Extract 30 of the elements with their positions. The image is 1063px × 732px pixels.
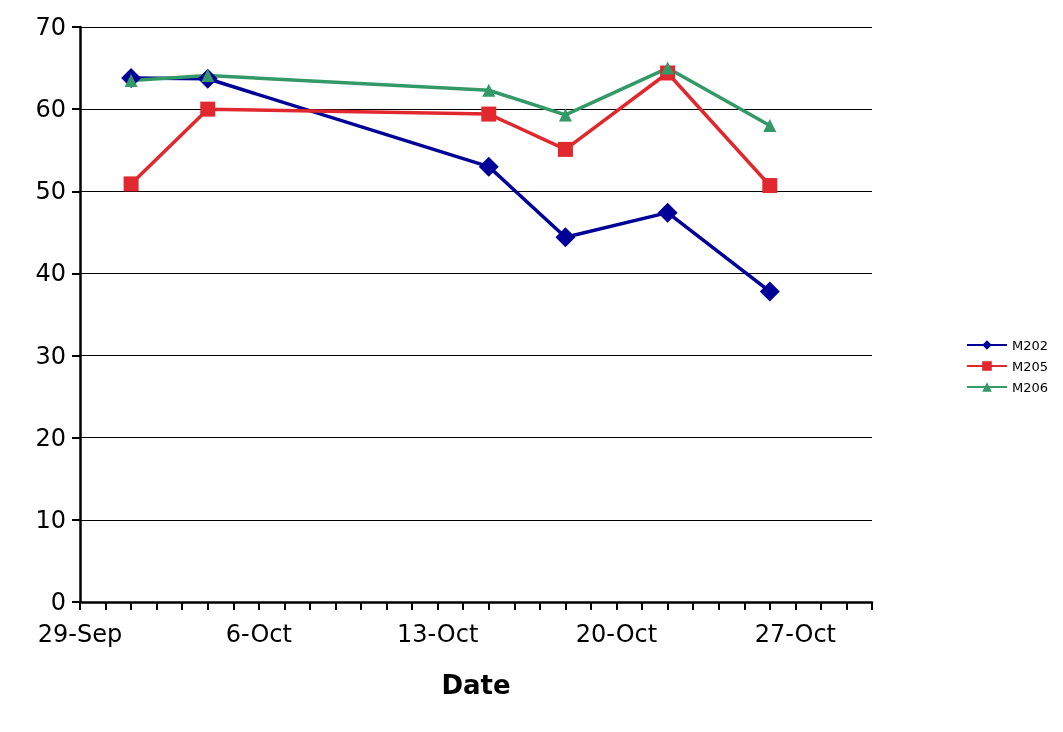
x-axis-title: Date <box>441 670 511 700</box>
y-tick-label: 50 <box>35 177 66 206</box>
x-tick-label: 29-Sep <box>37 620 123 648</box>
y-tick-label: 30 <box>35 341 66 370</box>
point <box>762 178 778 194</box>
point <box>661 61 675 75</box>
point <box>481 106 497 122</box>
y-tick-label: 0 <box>50 588 66 616</box>
y-tick-label: 70 <box>35 13 66 41</box>
x-tick-label: 13-Oct <box>396 620 479 648</box>
y-tick-label: 40 <box>35 259 66 288</box>
point <box>558 108 572 122</box>
y-tick-label: 60 <box>35 95 66 124</box>
legend-label: M206 <box>1011 379 1048 395</box>
point <box>763 119 777 133</box>
y-tick-label: 10 <box>35 505 66 534</box>
point <box>478 156 499 177</box>
point <box>557 141 573 157</box>
point <box>482 83 496 97</box>
point <box>200 101 216 117</box>
legend-label: M202 <box>1011 337 1048 353</box>
x-tick-label: 20-Oct <box>575 620 658 648</box>
point <box>555 227 576 248</box>
point <box>759 281 780 302</box>
x-tick-label: 27-Oct <box>754 620 837 648</box>
point <box>657 202 678 223</box>
y-tick-label: 20 <box>35 423 66 452</box>
point <box>123 176 139 192</box>
legend-label: M205 <box>1011 358 1048 374</box>
x-tick-label: 6-Oct <box>225 620 292 648</box>
